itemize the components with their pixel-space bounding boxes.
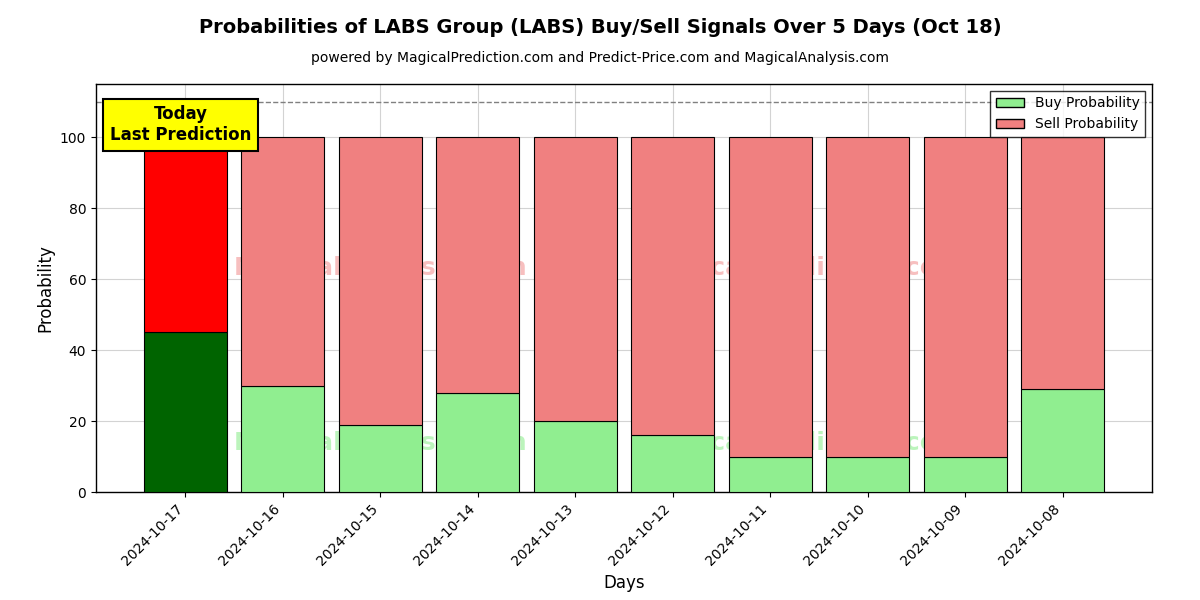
Bar — [338, 425, 421, 492]
Text: powered by MagicalPrediction.com and Predict-Price.com and MagicalAnalysis.com: powered by MagicalPrediction.com and Pre… — [311, 51, 889, 65]
X-axis label: Days: Days — [604, 574, 644, 592]
Text: MagicalPrediction.com: MagicalPrediction.com — [643, 256, 964, 280]
Bar — [924, 457, 1007, 492]
Bar — [241, 386, 324, 492]
Text: MagicalAnalysis.com: MagicalAnalysis.com — [234, 256, 528, 280]
Y-axis label: Probability: Probability — [36, 244, 54, 332]
Bar — [437, 392, 520, 492]
Bar — [1021, 389, 1104, 492]
Bar — [338, 137, 421, 425]
Bar — [144, 137, 227, 332]
Text: Probabilities of LABS Group (LABS) Buy/Sell Signals Over 5 Days (Oct 18): Probabilities of LABS Group (LABS) Buy/S… — [199, 18, 1001, 37]
Bar — [827, 457, 910, 492]
Legend: Buy Probability, Sell Probability: Buy Probability, Sell Probability — [990, 91, 1145, 137]
Bar — [437, 137, 520, 392]
Bar — [924, 137, 1007, 457]
Bar — [1021, 137, 1104, 389]
Text: Today
Last Prediction: Today Last Prediction — [110, 105, 251, 144]
Bar — [241, 137, 324, 386]
Bar — [144, 332, 227, 492]
Bar — [728, 457, 811, 492]
Text: MagicalPrediction.com: MagicalPrediction.com — [643, 431, 964, 455]
Bar — [534, 137, 617, 421]
Bar — [631, 435, 714, 492]
Bar — [631, 137, 714, 435]
Bar — [827, 137, 910, 457]
Bar — [728, 137, 811, 457]
Bar — [534, 421, 617, 492]
Text: MagicalAnalysis.com: MagicalAnalysis.com — [234, 431, 528, 455]
